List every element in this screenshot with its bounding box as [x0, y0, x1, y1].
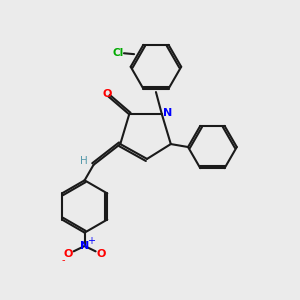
- Text: Cl: Cl: [113, 48, 124, 58]
- Text: H: H: [80, 156, 88, 166]
- Text: O: O: [96, 249, 106, 259]
- Text: -: -: [61, 255, 65, 265]
- Text: O: O: [64, 249, 73, 259]
- Text: N: N: [80, 241, 89, 251]
- Text: N: N: [163, 108, 172, 118]
- Text: O: O: [102, 88, 112, 98]
- Text: +: +: [87, 236, 95, 246]
